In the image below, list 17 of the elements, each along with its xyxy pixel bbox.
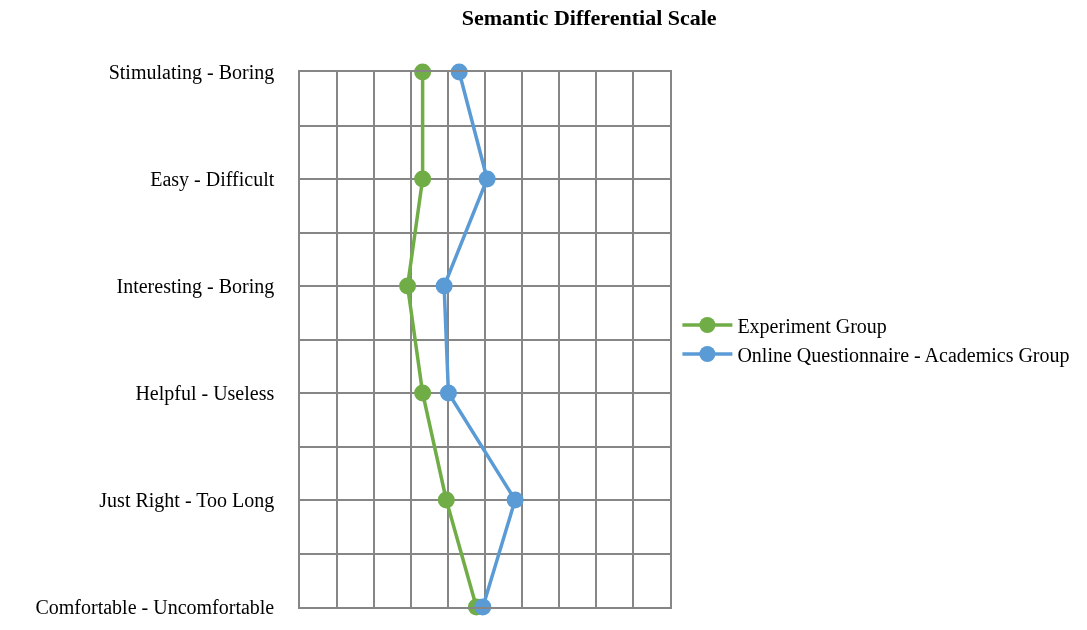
y-tick-label: Stimulating - Boring bbox=[108, 61, 275, 84]
point bbox=[399, 277, 417, 295]
y-tick-label: Easy - Difficult bbox=[150, 168, 275, 191]
legend-label: Experiment Group bbox=[737, 314, 887, 338]
point bbox=[414, 384, 432, 402]
point bbox=[439, 384, 457, 402]
point bbox=[506, 491, 524, 509]
y-tick-label: Comfortable - Uncomfortable bbox=[35, 596, 275, 618]
point bbox=[437, 491, 455, 509]
point bbox=[414, 170, 432, 188]
y-tick-label: Helpful - Useless bbox=[135, 382, 275, 405]
legend-label: Online Questionnaire - Academics Group bbox=[737, 343, 1070, 367]
point bbox=[435, 277, 453, 295]
text: Semantic Differential Scale bbox=[461, 4, 717, 30]
y-tick-label: Just Right - Too Long bbox=[99, 489, 275, 512]
point bbox=[478, 170, 496, 188]
y-tick-label: Interesting - Boring bbox=[116, 275, 275, 298]
